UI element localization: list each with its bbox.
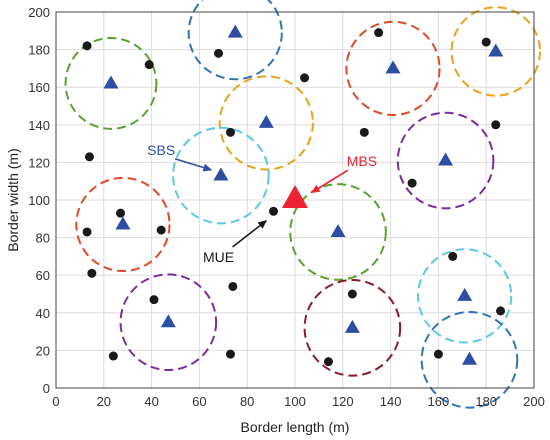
coverage-circle [289, 183, 387, 281]
mue-point [347, 289, 357, 299]
coverage-circle [303, 279, 402, 377]
mue-point [149, 295, 159, 305]
x-tick-label: 140 [380, 394, 402, 409]
mue-point [82, 227, 92, 237]
sbs-point [115, 216, 131, 230]
x-tick-label: 80 [240, 394, 254, 409]
mue-point [433, 349, 443, 359]
coverage-circle [218, 75, 314, 171]
x-axis-label: Border length (m) [241, 419, 350, 435]
mue-points [82, 28, 506, 367]
sbs-point [258, 114, 274, 128]
sbs-point [227, 24, 243, 38]
mue-point [84, 152, 94, 162]
x-tick-label: 160 [428, 394, 450, 409]
sbs-point [330, 223, 346, 237]
annotation-arrow [232, 220, 268, 248]
annotation-arrow [310, 169, 349, 194]
mue-point [116, 208, 126, 218]
x-tick-label: 0 [52, 394, 59, 409]
annotation-label: SBS [147, 142, 175, 158]
x-tick-label: 120 [332, 394, 354, 409]
mue-point [82, 41, 92, 51]
mue-point [108, 351, 118, 361]
sbs-point [461, 351, 477, 365]
tick-labels: 0 20 40 60 80 100 120 140 160 180 200 0 20 40 60 80 100 1… [28, 5, 545, 409]
x-tick-label: 60 [192, 394, 206, 409]
mue-point [87, 268, 97, 278]
mue-point [448, 251, 458, 261]
sbs-point [344, 319, 360, 333]
mue-point [407, 178, 417, 188]
sbs-point [160, 314, 176, 328]
mue-point [225, 127, 235, 137]
mue-point [214, 48, 224, 58]
mbs-point [282, 185, 308, 208]
x-tick-label: 180 [475, 394, 497, 409]
mue-point [323, 357, 333, 367]
coverage-circles [64, 0, 541, 409]
coverage-circle [345, 20, 441, 117]
sbs-point [438, 152, 454, 166]
sbs-point [457, 287, 473, 301]
x-tick-label: 40 [144, 394, 158, 409]
mue-point [496, 306, 506, 316]
sbs-points [103, 24, 504, 365]
y-tick-label: 120 [28, 155, 50, 170]
mue-point [359, 127, 369, 137]
annotations: SBS MBS MUE [147, 142, 377, 265]
y-tick-label: 160 [28, 80, 50, 95]
y-tick-label: 0 [43, 381, 50, 396]
x-tick-label: 20 [97, 394, 111, 409]
mue-point [300, 73, 310, 83]
annotation-label: MBS [347, 153, 377, 169]
mue-point [374, 28, 384, 38]
y-axis-label: Border width (m) [5, 148, 21, 251]
annotation-arrow [174, 158, 213, 172]
annotation-label: MUE [203, 249, 234, 265]
y-tick-label: 20 [36, 343, 50, 358]
mue-point [481, 37, 491, 47]
y-tick-label: 180 [28, 43, 50, 58]
coverage-circle [172, 126, 270, 225]
coverage-circle [420, 311, 519, 409]
x-tick-label: 200 [523, 394, 545, 409]
sbs-point [213, 167, 229, 181]
x-tick-label: 100 [284, 394, 306, 409]
coverage-circle [119, 273, 218, 372]
y-tick-label: 40 [36, 306, 50, 321]
y-tick-label: 60 [36, 268, 50, 283]
sbs-point [488, 43, 504, 57]
coverage-circle [64, 37, 158, 130]
mue-point [144, 60, 154, 70]
sbs-point [103, 75, 119, 89]
y-tick-label: 100 [28, 193, 50, 208]
y-tick-label: 80 [36, 231, 50, 246]
coverage-circle [187, 0, 283, 81]
coverage-circle [450, 6, 541, 97]
plot-frame [55, 11, 535, 389]
coverage-circle [417, 248, 513, 344]
mue-point [156, 225, 166, 235]
mue-point [491, 120, 501, 130]
y-tick-label: 140 [28, 118, 50, 133]
y-tick-label: 200 [28, 5, 50, 20]
coverage-circle [75, 176, 171, 273]
sbs-point [385, 60, 401, 74]
mue-point [228, 281, 238, 291]
mue-point [225, 349, 235, 359]
coverage-circle [396, 111, 495, 210]
mue-point [268, 206, 278, 216]
mbs-point [282, 185, 308, 208]
